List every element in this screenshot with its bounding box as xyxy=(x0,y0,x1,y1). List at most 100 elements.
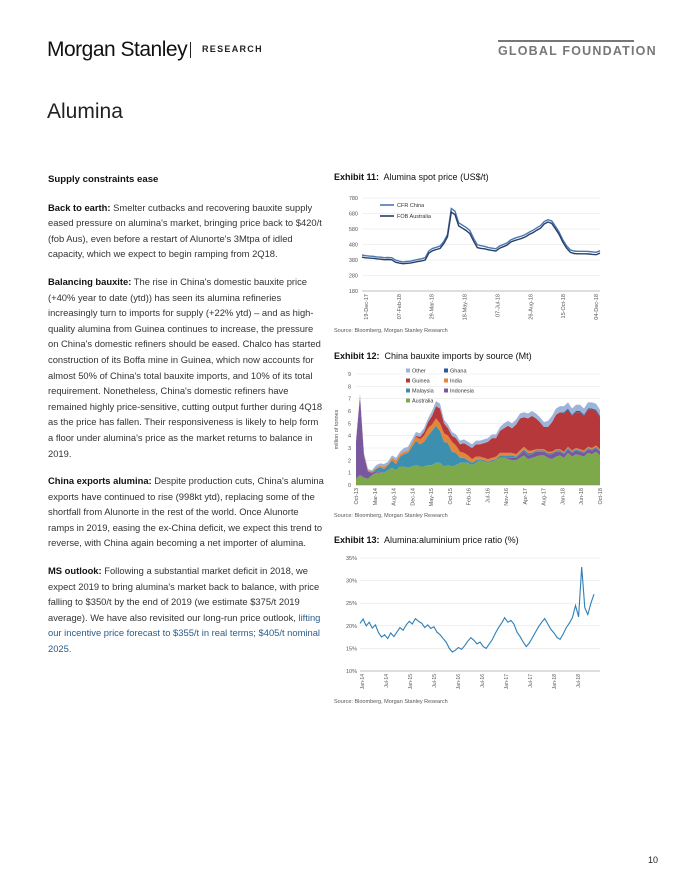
legend-swatch xyxy=(444,388,448,393)
x-tick-label: Jul-16 xyxy=(485,488,491,503)
exhibit-number: Exhibit 13: xyxy=(334,535,380,545)
y-tick-label: 25% xyxy=(346,601,357,607)
source-note: Source: Bloomberg, Morgan Stanley Resear… xyxy=(334,328,448,334)
x-tick-label: 07-Feb-18 xyxy=(397,294,403,319)
y-tick-label: 2 xyxy=(348,458,351,464)
x-tick-label: 04-Dec-18 xyxy=(594,294,600,320)
x-tick-label: Mar-14 xyxy=(373,488,379,505)
bauxite-imports-chart: 0 1 2 3 4 5 6 7 8 9 million of tonnes Other Ghana Gui… xyxy=(334,368,604,506)
x-tick-label: Jul-14 xyxy=(384,674,390,688)
legend-swatch xyxy=(406,398,410,403)
y-tick-label: 380 xyxy=(349,258,358,264)
y-tick-label: 280 xyxy=(349,274,358,280)
x-tick-label: Aug-17 xyxy=(542,488,548,506)
y-tick-label: 35% xyxy=(346,556,357,562)
y-tick-label: 6 xyxy=(348,409,351,415)
y-tick-label: 4 xyxy=(348,434,351,440)
header-research-label: RESEARCH xyxy=(202,44,263,54)
x-tick-label: Jan-18 xyxy=(560,488,566,505)
x-tick-label: May-15 xyxy=(429,488,435,506)
y-tick-label: 580 xyxy=(349,227,358,233)
exhibit-title: Alumina spot price (US$/t) xyxy=(383,172,489,182)
y-tick-label: 30% xyxy=(346,579,357,585)
paragraph-lead: Back to earth: xyxy=(48,201,111,213)
legend-label: Malaysia xyxy=(412,389,435,395)
legend-label: FOB Australia xyxy=(397,214,432,220)
source-note: Source: Bloomberg, Morgan Stanley Resear… xyxy=(334,699,448,705)
x-tick-label: Jan-17 xyxy=(504,674,510,690)
x-tick-label: 18-May-18 xyxy=(463,294,469,320)
legend-label: India xyxy=(450,379,463,385)
morgan-stanley-logo: Morgan Stanley xyxy=(47,38,188,61)
x-tick-label: 07-Jul-18 xyxy=(495,294,501,317)
x-tick-label: Jul-18 xyxy=(576,674,582,688)
y-tick-label: 180 xyxy=(349,289,358,295)
x-tick-label: 15-Oct-18 xyxy=(561,294,567,318)
x-tick-label: 26-Aug-18 xyxy=(528,294,534,320)
alumina-aluminium-ratio-chart: 10% 15% 20% 25% 30% 35% Jan-14 Jul-14 Jan-15 Jul-… xyxy=(346,556,600,690)
x-tick-label: Jan-16 xyxy=(456,674,462,690)
exhibit-13-caption: Exhibit 13: Alumina:aluminium price rati… xyxy=(334,535,519,545)
legend-swatch xyxy=(406,378,410,383)
x-tick-label: Nov-16 xyxy=(504,488,510,506)
x-tick-label: Jun-18 xyxy=(579,488,585,505)
series-line xyxy=(361,207,601,263)
x-tick-label: 19-Dec-17 xyxy=(364,294,370,320)
x-tick-label: Jul-15 xyxy=(432,674,438,688)
alumina-spot-price-chart: 180 280 380 480 580 680 780 CFR China FOB Austra… xyxy=(349,196,601,320)
exhibit-number: Exhibit 11: xyxy=(334,172,380,182)
paragraph-balancing-bauxite: Balancing bauxite: The rise in China's d… xyxy=(48,274,324,461)
y-tick-label: 480 xyxy=(349,243,358,249)
exhibit-number: Exhibit 12: xyxy=(334,351,380,361)
x-tick-label: Jul-17 xyxy=(528,674,534,688)
legend-label: Guinea xyxy=(412,379,431,385)
y-tick-label: 680 xyxy=(349,212,358,218)
header-divider xyxy=(190,42,191,58)
section-heading: Supply constraints ease xyxy=(48,174,159,185)
area-malaysia xyxy=(356,396,600,473)
y-tick-label: 20% xyxy=(346,624,357,630)
y-tick-label: 0 xyxy=(348,483,351,489)
header-series-label: GLOBAL FOUNDATION xyxy=(498,44,657,58)
page-title: Alumina xyxy=(47,100,123,123)
area-other xyxy=(356,393,600,472)
y-tick-label: 5 xyxy=(348,421,351,427)
x-tick-label: Dec-14 xyxy=(410,488,416,506)
source-note: Source: Bloomberg, Morgan Stanley Resear… xyxy=(334,513,448,519)
y-tick-label: 15% xyxy=(346,646,357,652)
x-tick-label: Feb-16 xyxy=(467,488,473,505)
x-tick-label: Jan-14 xyxy=(360,674,366,690)
x-tick-label: 29-Mar-18 xyxy=(430,294,436,319)
area-guinea xyxy=(356,395,600,472)
x-tick-label: Oct-18 xyxy=(598,488,604,505)
ratio-line xyxy=(359,566,595,653)
paragraph-body: Smelter cutbacks and recovering bauxite … xyxy=(48,201,322,260)
page-number: 10 xyxy=(647,855,658,865)
paragraph-body: Despite production cuts, China's alumina… xyxy=(48,475,324,549)
paragraph-lead: MS outlook: xyxy=(48,565,102,577)
paragraph-body: Following a substantial market deficit i… xyxy=(48,565,320,623)
x-tick-label: Jan-15 xyxy=(408,674,414,690)
x-tick-label: Apr-17 xyxy=(523,488,529,505)
legend-swatch xyxy=(444,368,448,373)
x-tick-label: Jul-16 xyxy=(480,674,486,688)
x-tick-label: Oct-13 xyxy=(354,488,360,505)
exhibit-title: Alumina:aluminium price ratio (%) xyxy=(384,535,519,545)
y-tick-label: 3 xyxy=(348,446,351,452)
header-rule xyxy=(498,40,634,42)
incentive-price-link[interactable]: lifting our incentive price forecast to … xyxy=(48,611,321,655)
y-axis-label: million of tonnes xyxy=(334,409,340,449)
series-line xyxy=(361,210,601,265)
paragraph-lead: China exports alumina: xyxy=(48,475,152,487)
y-tick-label: 10% xyxy=(346,669,357,675)
legend-label: Ghana xyxy=(450,369,467,375)
x-tick-label: Aug-14 xyxy=(392,488,398,506)
legend-swatch xyxy=(406,388,410,393)
paragraph-body: The rise in China's domestic bauxite pri… xyxy=(48,275,323,459)
body-text: Supply constraints ease Back to earth: S… xyxy=(48,172,324,669)
legend-swatch xyxy=(406,368,410,373)
y-tick-label: 780 xyxy=(349,196,358,202)
x-tick-label: Jan-18 xyxy=(552,674,558,690)
area-india xyxy=(356,395,600,473)
legend-label: Indonesia xyxy=(450,389,475,395)
